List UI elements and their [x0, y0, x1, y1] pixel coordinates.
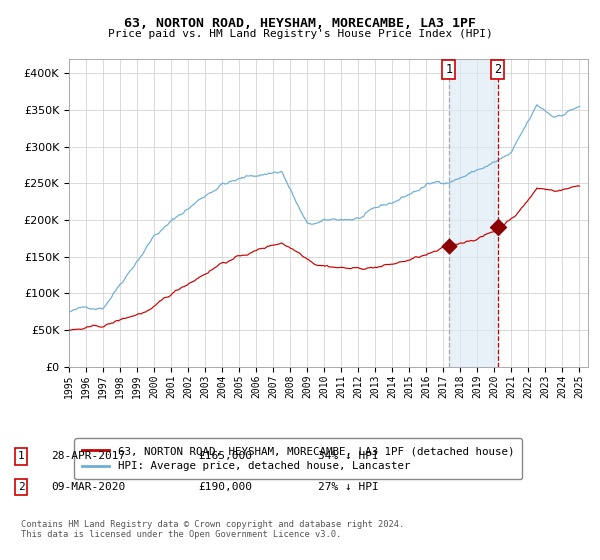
Text: 1: 1	[17, 451, 25, 461]
Point	[493, 223, 502, 232]
Text: 63, NORTON ROAD, HEYSHAM, MORECAMBE, LA3 1PF: 63, NORTON ROAD, HEYSHAM, MORECAMBE, LA3…	[124, 17, 476, 30]
Text: Price paid vs. HM Land Registry's House Price Index (HPI): Price paid vs. HM Land Registry's House …	[107, 29, 493, 39]
Text: 27% ↓ HPI: 27% ↓ HPI	[318, 482, 379, 492]
Text: 34% ↓ HPI: 34% ↓ HPI	[318, 451, 379, 461]
Bar	[449, 59, 497, 367]
Text: 09-MAR-2020: 09-MAR-2020	[51, 482, 125, 492]
Text: Contains HM Land Registry data © Crown copyright and database right 2024.
This d: Contains HM Land Registry data © Crown c…	[21, 520, 404, 539]
Text: 1: 1	[445, 63, 452, 76]
Text: 2: 2	[494, 63, 501, 76]
Legend: 63, NORTON ROAD, HEYSHAM, MORECAMBE, LA3 1PF (detached house), HPI: Average pric: 63, NORTON ROAD, HEYSHAM, MORECAMBE, LA3…	[74, 438, 522, 479]
Text: 2: 2	[17, 482, 25, 492]
Text: £190,000: £190,000	[198, 482, 252, 492]
Text: 28-APR-2017: 28-APR-2017	[51, 451, 125, 461]
Point	[444, 241, 454, 250]
Text: £165,000: £165,000	[198, 451, 252, 461]
